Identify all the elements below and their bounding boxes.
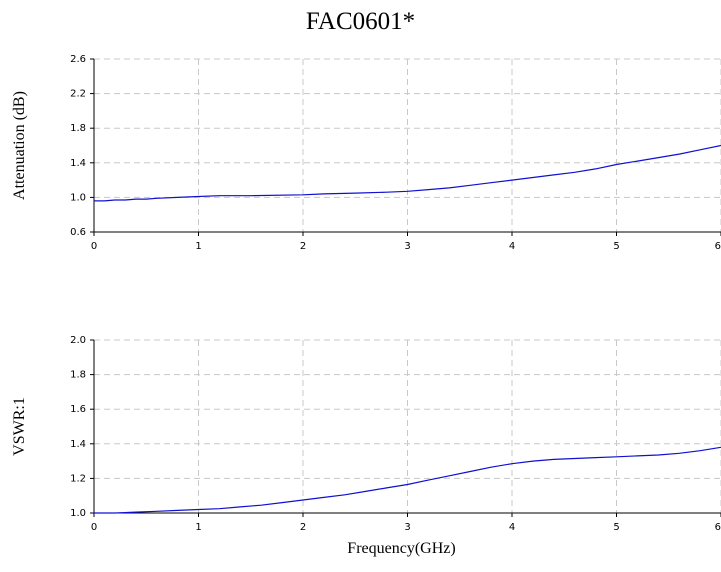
plot1-x-tick-label: 4 [509,241,515,252]
plot1-y-tick-label: 1.0 [70,192,86,203]
plot2-y-tick-label: 1.6 [70,404,86,415]
plot1-y-tick-label: 1.4 [70,158,86,169]
plot2-x-tick-label: 2 [300,522,306,533]
plot1-x-tick-label: 3 [404,241,410,252]
plot2-y-tick-label: 1.2 [70,473,86,484]
plot1-x-tick-label: 5 [613,241,619,252]
chart-title: FAC0601* [305,8,416,35]
plot1-y-tick-label: 0.6 [70,227,86,238]
plot1-y-tick-label: 2.2 [70,89,86,100]
plot1-y-tick-label: 2.6 [70,54,86,65]
plot2-y-tick-label: 1.0 [70,508,86,519]
plot1-x-tick-label: 6 [715,241,721,252]
plot2-x-tick-label: 3 [404,522,410,533]
plot1-series-line [94,144,721,202]
plot2-y-axis-title: VSWR:1 [11,397,28,456]
plot2-y-tick-label: 1.4 [70,439,86,450]
plot1-x-tick-label: 0 [91,241,97,252]
plot2-x-tick-label: 4 [509,522,515,533]
plot1-y-axis-title: Attenuation (dB) [11,91,28,200]
plot2-x-axis-title: Frequency(GHz) [347,540,455,557]
plot2-x-tick-label: 0 [91,522,97,533]
plot2-x-tick-label: 1 [195,522,201,533]
plot1-y-tick-label: 1.8 [70,123,86,134]
plot1-x-tick-label: 2 [300,241,306,252]
plot2-x-tick-label: 6 [715,522,721,533]
plot2-y-tick-label: 2.0 [70,335,86,346]
plot2-series-line [94,446,721,514]
plot2-x-tick-label: 5 [613,522,619,533]
plot2-y-tick-label: 1.8 [70,370,86,381]
plot1-x-tick-label: 1 [195,241,201,252]
